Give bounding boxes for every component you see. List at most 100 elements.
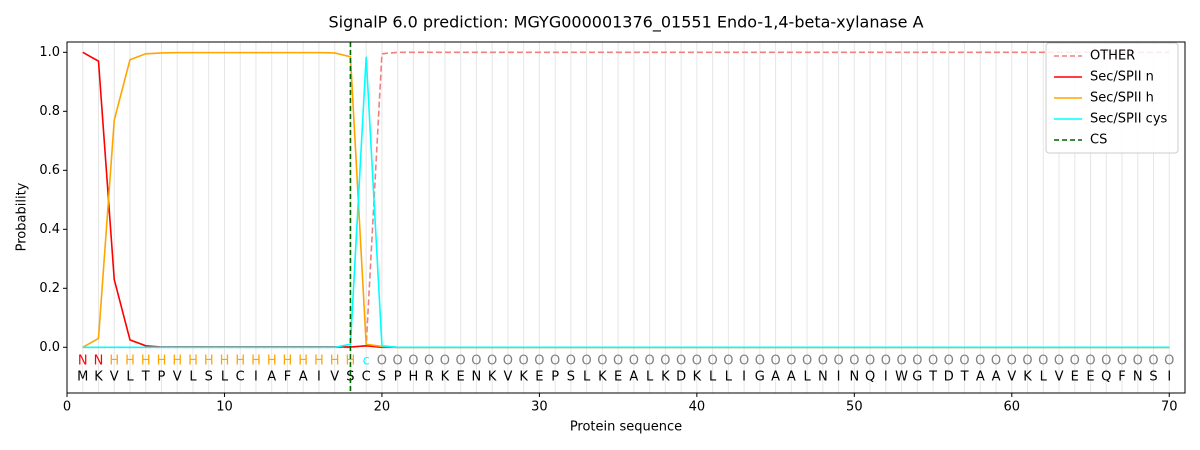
residue: I [884, 370, 888, 385]
residue-label: O [849, 354, 859, 369]
residue-label: O [1085, 354, 1095, 369]
residue-label: H [346, 354, 356, 369]
residue: L [189, 370, 197, 385]
residue-label: O [959, 354, 969, 369]
residue: P [394, 370, 402, 385]
residue-label: c [363, 354, 370, 369]
y-tick-label: 0.6 [39, 163, 60, 178]
residue-label: H [220, 354, 230, 369]
residue-label: O [912, 354, 922, 369]
y-tick-label: 0.0 [39, 340, 60, 355]
residue-label: O [613, 354, 623, 369]
residue: A [299, 370, 308, 385]
residue-label: O [676, 354, 686, 369]
residue-label: H [267, 354, 277, 369]
residue: L [126, 370, 134, 385]
residue: D [944, 370, 954, 385]
residue-label: H [235, 354, 245, 369]
residue: S [346, 370, 354, 385]
residue: K [441, 370, 450, 385]
residue-label: N [78, 354, 88, 369]
residue-label: O [471, 354, 481, 369]
residue: M [77, 370, 88, 385]
residue-label: O [660, 354, 670, 369]
residue: V [1007, 370, 1016, 385]
residue: S [567, 370, 575, 385]
residue: A [267, 370, 276, 385]
residue-label: O [456, 354, 466, 369]
residue: A [787, 370, 796, 385]
residue-label: O [770, 354, 780, 369]
residue: I [742, 370, 746, 385]
residue: K [693, 370, 702, 385]
residue: D [676, 370, 686, 385]
residue: A [976, 370, 985, 385]
residue-label: O [739, 354, 749, 369]
residue-label: O [408, 354, 418, 369]
residue: F [284, 370, 291, 385]
residue: K [519, 370, 528, 385]
residue-label: O [928, 354, 938, 369]
residue-label: O [833, 354, 843, 369]
residue-label: O [1007, 354, 1017, 369]
residue: I [317, 370, 321, 385]
residue-label: O [1133, 354, 1143, 369]
y-tick-label: 0.2 [39, 281, 60, 296]
y-tick-label: 0.8 [39, 104, 60, 119]
residue: P [158, 370, 166, 385]
residue: L [221, 370, 229, 385]
residue: E [1071, 370, 1079, 385]
residue: E [614, 370, 622, 385]
residue-label: O [440, 354, 450, 369]
residue: L [1040, 370, 1048, 385]
residue-label: H [330, 354, 340, 369]
residue-label: H [314, 354, 324, 369]
residue-label: O [944, 354, 954, 369]
residue: L [646, 370, 654, 385]
residue: L [583, 370, 591, 385]
residue-label: O [377, 354, 387, 369]
residue-label: O [393, 354, 403, 369]
plot-frame [66, 41, 1186, 394]
residue: I [837, 370, 841, 385]
residue-label: O [865, 354, 875, 369]
residue-label: O [1070, 354, 1080, 369]
residue: T [141, 370, 150, 385]
residue-label: O [503, 354, 513, 369]
residue: N [472, 370, 482, 385]
residue-label: O [692, 354, 702, 369]
residue-label: H [109, 354, 119, 369]
residue-label: O [519, 354, 529, 369]
residue: I [1167, 370, 1171, 385]
residue: S [1149, 370, 1157, 385]
residue-label: O [1101, 354, 1111, 369]
y-tick-label: 0.4 [39, 222, 60, 237]
residue: K [94, 370, 103, 385]
residue: Q [1101, 370, 1111, 385]
chart-title: SignalP 6.0 prediction: MGYG000001376_01… [328, 13, 923, 33]
residue: K [1023, 370, 1032, 385]
residue-label: O [597, 354, 607, 369]
residue: S [378, 370, 386, 385]
residue: E [457, 370, 465, 385]
residue-label: H [283, 354, 293, 369]
residue-label: H [157, 354, 167, 369]
residue-label: O [1054, 354, 1064, 369]
residue: V [173, 370, 182, 385]
residue: T [960, 370, 969, 385]
residue-label: O [802, 354, 812, 369]
residue: V [503, 370, 512, 385]
legend-label: Sec/SPII h [1090, 91, 1154, 106]
residue-label: O [1022, 354, 1032, 369]
residue-label: N [94, 354, 104, 369]
residue-label: O [550, 354, 560, 369]
legend-label: Sec/SPII n [1090, 70, 1154, 85]
x-tick-label: 50 [846, 400, 863, 415]
residue: N [818, 370, 828, 385]
residue-label: O [755, 354, 765, 369]
residue: E [535, 370, 543, 385]
x-tick-label: 0 [63, 400, 71, 415]
residue-label: O [1148, 354, 1158, 369]
residue: I [254, 370, 258, 385]
x-tick-label: 70 [1161, 400, 1178, 415]
